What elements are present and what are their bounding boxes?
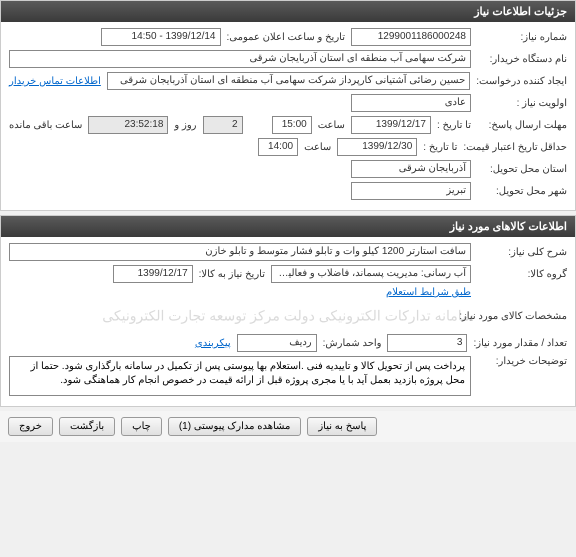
unit-label: واحد شمارش: bbox=[323, 338, 382, 349]
credit-label: حداقل تاریخ اعتبار قیمت: bbox=[463, 142, 567, 153]
remaining-time-value: 23:52:18 bbox=[88, 116, 168, 134]
group-label: گروه کالا: bbox=[477, 269, 567, 280]
credit-time-value: 14:00 bbox=[258, 138, 298, 156]
announce-datetime-label: تاریخ و ساعت اعلان عمومی: bbox=[227, 32, 346, 43]
deadline-date-value: 1399/12/17 bbox=[351, 116, 431, 134]
need-number-label: شماره نیاز: bbox=[477, 32, 567, 43]
city-label: شهر محل تحویل: bbox=[477, 186, 567, 197]
credit-date-value: 1399/12/30 bbox=[337, 138, 417, 156]
credit-time-label: ساعت bbox=[304, 142, 331, 153]
remaining-days-label: روز و bbox=[174, 120, 196, 131]
remaining-suffix-label: ساعت باقی مانده bbox=[9, 120, 82, 131]
priority-label: اولویت نیاز : bbox=[477, 98, 567, 109]
terms-link[interactable]: طبق شرایط استعلام bbox=[386, 287, 471, 298]
credit-to-label: تا تاریخ : bbox=[423, 142, 457, 153]
attachments-button[interactable]: مشاهده مدارک پیوستی (1) bbox=[168, 417, 302, 436]
respond-button[interactable]: پاسخ به نیاز bbox=[307, 417, 377, 436]
group-value: آب رسانی: مدیریت پسماند، فاضلاب و فعالیت… bbox=[271, 265, 471, 283]
exit-button[interactable]: خروج bbox=[8, 417, 53, 436]
expand-link[interactable]: پیکربندی bbox=[195, 338, 231, 349]
buyer-org-label: نام دستگاه خریدار: bbox=[477, 54, 567, 65]
creator-label: ایجاد کننده درخواست: bbox=[476, 76, 567, 87]
announce-datetime-value: 1399/12/14 - 14:50 bbox=[101, 28, 221, 46]
buyer-notes-label: توضیحات خریدار: bbox=[477, 356, 567, 367]
need-date-label: تاریخ نیاز به کالا: bbox=[199, 269, 265, 280]
contact-buyer-link[interactable]: اطلاعات تماس خریدار bbox=[9, 76, 101, 87]
city-value: تبریز bbox=[351, 182, 471, 200]
button-bar: پاسخ به نیاز مشاهده مدارک پیوستی (1) چاپ… bbox=[0, 411, 576, 442]
need-details-panel: جزئیات اطلاعات نیاز شماره نیاز: 12990011… bbox=[0, 0, 576, 211]
watermark-text: سامانه تدارکات الکترونیکی دولت مرکز توسع… bbox=[102, 308, 474, 325]
province-value: آذربایجان شرقی bbox=[351, 160, 471, 178]
unit-value: ردیف bbox=[237, 334, 317, 352]
need-details-body: شماره نیاز: 1299001186000248 تاریخ و ساع… bbox=[1, 22, 575, 210]
deadline-time-value: 15:00 bbox=[272, 116, 312, 134]
need-date-value: 1399/12/17 bbox=[113, 265, 193, 283]
deadline-time-label: ساعت bbox=[318, 120, 345, 131]
creator-value: حسین رضائی آشتیانی کارپرداز شرکت سهامی آ… bbox=[107, 72, 470, 90]
buyer-notes-value: پرداخت پس از تحویل کالا و تاییدیه فنی .ا… bbox=[9, 356, 471, 396]
remaining-days-value: 2 bbox=[203, 116, 243, 134]
goods-info-panel: اطلاعات کالاهای مورد نیاز شرح کلی نیاز: … bbox=[0, 215, 576, 407]
need-number-value: 1299001186000248 bbox=[351, 28, 471, 46]
print-button[interactable]: چاپ bbox=[121, 417, 162, 436]
spec-label: مشخصات کالای مورد نیاز: bbox=[459, 311, 567, 322]
need-details-header: جزئیات اطلاعات نیاز bbox=[1, 1, 575, 22]
qty-value: 3 bbox=[387, 334, 467, 352]
priority-value: عادی bbox=[351, 94, 471, 112]
buyer-org-value: شرکت سهامی آب منطقه ای استان آذربایجان ش… bbox=[9, 50, 471, 68]
back-button[interactable]: بازگشت bbox=[59, 417, 115, 436]
goods-info-header: اطلاعات کالاهای مورد نیاز bbox=[1, 216, 575, 237]
deadline-label: مهلت ارسال پاسخ: bbox=[477, 120, 567, 131]
goods-info-body: شرح کلی نیاز: سافت استارتر 1200 کیلو وات… bbox=[1, 237, 575, 406]
qty-label: تعداد / مقدار مورد نیاز: bbox=[473, 338, 567, 349]
desc-value: سافت استارتر 1200 کیلو وات و تابلو فشار … bbox=[9, 243, 471, 261]
province-label: استان محل تحویل: bbox=[477, 164, 567, 175]
desc-label: شرح کلی نیاز: bbox=[477, 247, 567, 258]
deadline-to-label: تا تاریخ : bbox=[437, 120, 471, 131]
